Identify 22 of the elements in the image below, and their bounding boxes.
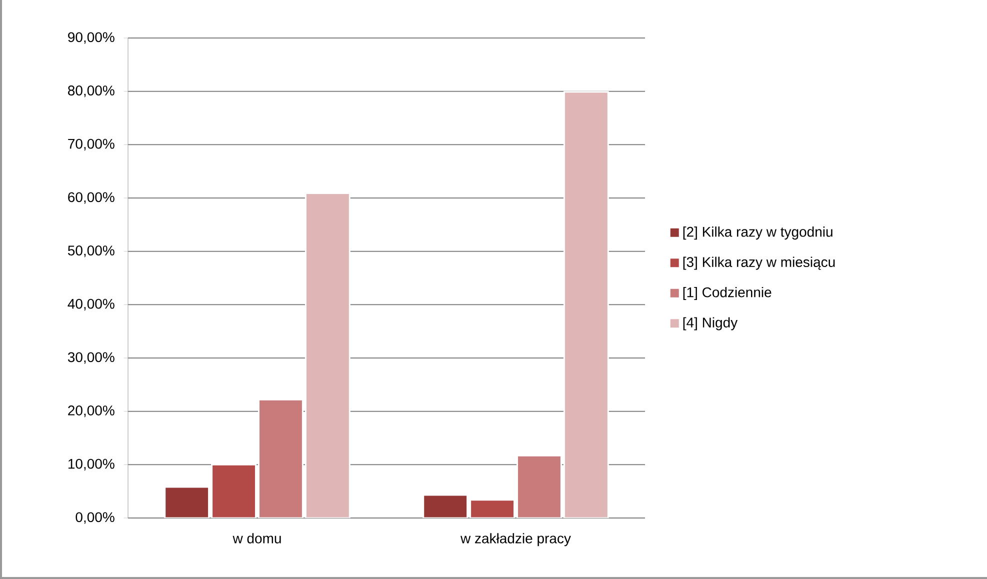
y-tick-label: 70,00% <box>68 138 114 150</box>
y-tick-label: 80,00% <box>68 86 114 98</box>
x-tick-label: w domu <box>232 533 281 544</box>
bar <box>304 192 350 518</box>
y-tick-label: 40,00% <box>68 298 114 310</box>
y-tick-label: 30,00% <box>68 352 114 364</box>
bar <box>211 464 257 518</box>
y-tick-label: 0,00% <box>76 512 114 524</box>
legend-label: [4] Nigdy <box>683 317 738 330</box>
bar <box>258 398 304 518</box>
y-tick-label: 20,00% <box>68 406 114 418</box>
y-tick-label: 60,00% <box>68 192 114 204</box>
y-tick-label: 90,00% <box>68 32 114 44</box>
legend-label: [2] Kilka razy w tygodniu <box>683 226 832 240</box>
y-tick-label: 10,00% <box>68 458 114 470</box>
bar <box>516 454 562 518</box>
bar <box>563 91 609 518</box>
legend-label: [3] Kilka razy w miesiącu <box>683 256 835 270</box>
x-tick-label: w zakładzie pracy <box>460 533 571 546</box>
y-tick-label: 50,00% <box>68 246 114 258</box>
bar <box>164 486 210 518</box>
legend-label: [1] Codziennie <box>683 286 772 300</box>
